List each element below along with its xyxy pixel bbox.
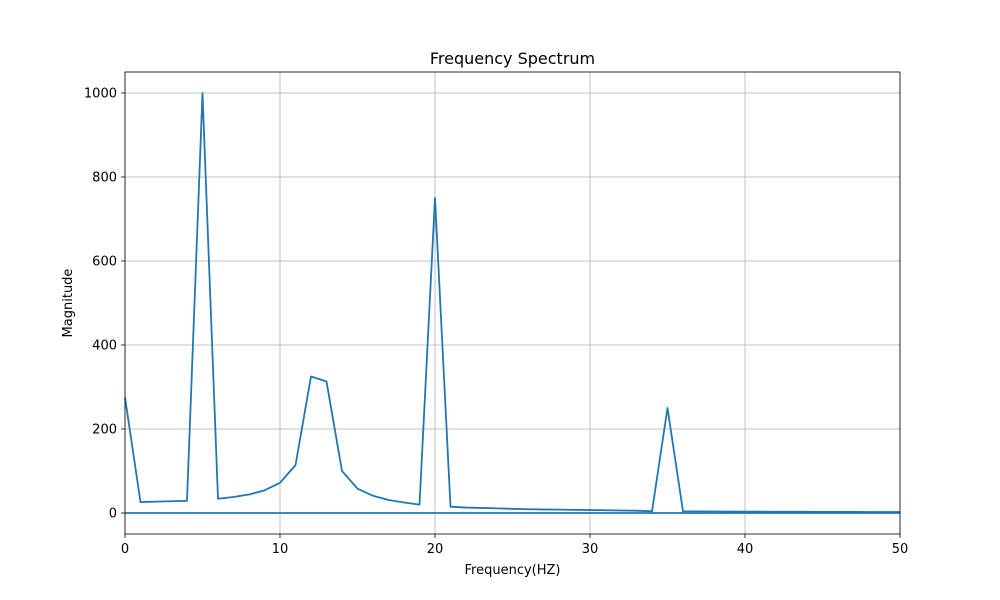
x-tick-label: 10 (272, 542, 289, 557)
x-tick-label: 0 (121, 542, 129, 557)
y-tick-label: 600 (92, 255, 117, 270)
plot-frame (124, 71, 901, 535)
y-axis-ticks: 0 200 400 600 800 1000 (84, 87, 125, 522)
x-axis-label: Frequency(HZ) (465, 563, 561, 578)
spectrum-line (124, 92, 901, 513)
x-tick-label: 50 (892, 542, 909, 557)
y-tick-label: 400 (92, 339, 117, 354)
y-tick-label: 0 (109, 507, 117, 522)
y-axis-label: Magnitude (61, 269, 76, 338)
x-tick-label: 40 (737, 542, 754, 557)
x-axis-ticks: 0 10 20 30 40 50 (121, 534, 908, 557)
y-tick-label: 800 (92, 171, 117, 186)
x-tick-label: 30 (582, 542, 599, 557)
x-tick-label: 20 (427, 542, 444, 557)
series-layer (124, 92, 901, 514)
chart-title: Frequency Spectrum (430, 49, 595, 68)
y-tick-label: 200 (92, 423, 117, 438)
y-tick-label: 1000 (84, 87, 117, 102)
grid (124, 72, 901, 534)
